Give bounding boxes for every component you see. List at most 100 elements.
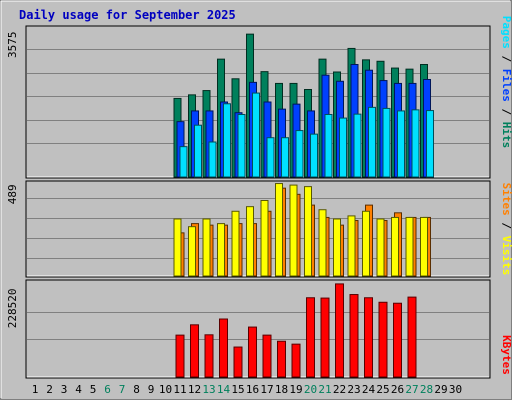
bar-pages-day-19 bbox=[295, 130, 304, 178]
x-label-day-6: 6 bbox=[104, 383, 111, 396]
bar-pages-day-20 bbox=[310, 133, 318, 178]
x-label-day-22: 22 bbox=[333, 383, 346, 396]
bar-kbytes-day-14 bbox=[219, 318, 228, 378]
bar-pages-day-23 bbox=[353, 113, 362, 178]
bar-sites-day-11 bbox=[173, 218, 182, 277]
bar-kbytes-day-22 bbox=[335, 283, 344, 378]
right-label-top-part-2: Files bbox=[500, 69, 512, 102]
x-label-day-19: 19 bbox=[289, 383, 302, 396]
bar-pages-day-25 bbox=[382, 107, 391, 178]
bar-sites-day-27 bbox=[405, 216, 414, 277]
bar-pages-day-27 bbox=[411, 109, 420, 178]
right-label-middle-part-1: / bbox=[500, 216, 512, 236]
bar-kbytes-day-20 bbox=[306, 297, 315, 378]
bar-pages-day-26 bbox=[397, 110, 405, 178]
panel-hits-files-pages: 3575 bbox=[6, 25, 491, 179]
bar-pages-day-16 bbox=[252, 92, 260, 178]
x-label-day-15: 15 bbox=[231, 383, 244, 396]
x-label-day-14: 14 bbox=[217, 383, 231, 396]
x-label-day-23: 23 bbox=[347, 383, 360, 396]
right-label-bottom: KBytes bbox=[500, 335, 512, 375]
bar-sites-day-15 bbox=[231, 210, 240, 277]
y-tick-label-kbytes: 228520 bbox=[6, 288, 19, 328]
bar-sites-day-23 bbox=[347, 215, 356, 277]
bar-pages-day-21 bbox=[324, 114, 333, 178]
x-label-day-21: 21 bbox=[318, 383, 331, 396]
bar-pages-day-11 bbox=[179, 146, 188, 178]
x-label-day-5: 5 bbox=[90, 383, 97, 396]
bar-kbytes-day-27 bbox=[407, 296, 417, 378]
bar-pages-day-14 bbox=[223, 103, 231, 178]
x-label-day-20: 20 bbox=[304, 383, 317, 396]
bar-kbytes-day-26 bbox=[393, 302, 402, 378]
bar-sites-day-18 bbox=[275, 183, 283, 277]
bar-sites-day-28 bbox=[420, 216, 428, 277]
y-tick-label-hits-files-pages: 3575 bbox=[6, 32, 19, 59]
bar-sites-day-20 bbox=[304, 186, 312, 277]
bar-sites-day-17 bbox=[260, 199, 269, 277]
panel-frame-kbytes bbox=[25, 279, 491, 379]
x-label-day-17: 17 bbox=[260, 383, 273, 396]
bar-kbytes-day-24 bbox=[364, 297, 373, 378]
x-label-day-27: 27 bbox=[405, 383, 418, 396]
bar-sites-day-25 bbox=[376, 218, 385, 277]
x-label-day-28: 28 bbox=[420, 383, 433, 396]
x-label-day-2: 2 bbox=[46, 383, 53, 396]
x-label-day-4: 4 bbox=[75, 383, 82, 396]
x-label-day-10: 10 bbox=[159, 383, 172, 396]
bar-pages-day-22 bbox=[339, 117, 347, 178]
bar-pages-day-18 bbox=[281, 137, 289, 178]
bar-sites-day-19 bbox=[289, 184, 298, 277]
bar-sites-day-14 bbox=[217, 223, 225, 277]
bar-kbytes-day-23 bbox=[349, 294, 359, 378]
x-label-day-12: 12 bbox=[188, 383, 201, 396]
bar-kbytes-day-11 bbox=[175, 334, 185, 378]
right-label-bottom-part-0: KBytes bbox=[500, 335, 512, 375]
bar-pages-day-17 bbox=[266, 137, 275, 178]
chart-panels: 3575 489 228520 bbox=[6, 25, 491, 379]
bar-sites-day-16 bbox=[246, 206, 254, 277]
x-label-day-26: 26 bbox=[391, 383, 404, 396]
x-label-day-3: 3 bbox=[61, 383, 68, 396]
bar-sites-day-22 bbox=[333, 218, 341, 277]
x-label-day-9: 9 bbox=[148, 383, 155, 396]
panel-kbytes: 228520 bbox=[6, 279, 491, 379]
bar-sites-day-12 bbox=[188, 226, 196, 277]
bar-pages-day-28 bbox=[426, 110, 434, 178]
right-label-top-part-0: Pages bbox=[500, 16, 512, 49]
bar-sites-day-21 bbox=[318, 209, 327, 277]
bar-kbytes-day-19 bbox=[291, 343, 301, 378]
panel-sites-visits: 489 bbox=[6, 180, 491, 278]
x-label-day-24: 24 bbox=[362, 383, 376, 396]
right-legend-labels: Pages / Files / Hits Sites / Visits KBytes bbox=[500, 16, 512, 375]
right-label-middle: Sites / Visits bbox=[500, 183, 512, 276]
chart-title: Daily usage for September 2025 bbox=[19, 8, 236, 22]
bar-sites-day-26 bbox=[391, 216, 399, 277]
bar-pages-day-13 bbox=[208, 141, 217, 178]
x-label-day-13: 13 bbox=[202, 383, 215, 396]
bar-kbytes-day-25 bbox=[378, 301, 388, 378]
x-label-day-30: 30 bbox=[449, 383, 462, 396]
bar-kbytes-day-12 bbox=[190, 324, 199, 378]
x-label-day-8: 8 bbox=[133, 383, 140, 396]
y-tick-label-sites-visits: 489 bbox=[6, 184, 19, 204]
x-label-day-11: 11 bbox=[173, 383, 186, 396]
x-axis-labels: 1 2 3 4 5 6 7 8 9 10 11 12 13 14 15 16 17 18 19 20 21 22 23 24 2… bbox=[32, 383, 462, 396]
bar-pages-day-12 bbox=[194, 124, 202, 178]
right-label-top-part-4: Hits bbox=[500, 122, 512, 149]
x-label-day-29: 29 bbox=[434, 383, 447, 396]
right-label-middle-part-0: Sites bbox=[500, 183, 512, 216]
x-label-day-25: 25 bbox=[376, 383, 389, 396]
x-label-day-16: 16 bbox=[246, 383, 259, 396]
right-label-top: Pages / Files / Hits bbox=[500, 16, 512, 149]
right-label-top-part-1: / bbox=[500, 49, 512, 69]
x-label-day-1: 1 bbox=[32, 383, 39, 396]
right-label-top-part-3: / bbox=[500, 102, 512, 122]
bar-kbytes-day-21 bbox=[320, 297, 330, 378]
bar-sites-day-24 bbox=[362, 210, 370, 277]
bar-pages-day-15 bbox=[237, 114, 246, 178]
right-label-middle-part-2: Visits bbox=[500, 236, 512, 276]
bar-kbytes-day-17 bbox=[262, 334, 272, 378]
bar-sites-day-13 bbox=[202, 218, 211, 277]
